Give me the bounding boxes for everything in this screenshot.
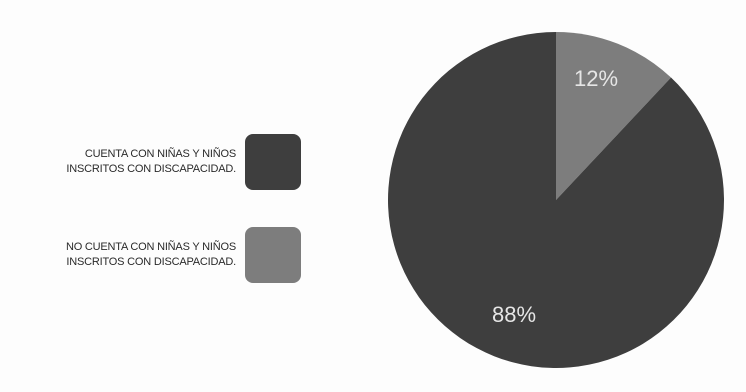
- legend-item-cuenta: CUENTA CON NIÑAS Y NIÑOS INSCRITOS CON D…: [0, 134, 301, 190]
- pie-slice-cuenta: [387, 32, 724, 368]
- slice-label-no-cuenta: 12%: [574, 66, 618, 91]
- legend-label-cuenta: CUENTA CON NIÑAS Y NIÑOS INSCRITOS CON D…: [66, 148, 236, 175]
- legend-label-no-cuenta: NO CUENTA CON NIÑAS Y NIÑOS INSCRITOS CO…: [65, 241, 236, 268]
- legend-swatch-no-cuenta: [245, 227, 301, 283]
- pie-slice-no-cuenta: [556, 32, 672, 200]
- legend-swatch-cuenta: [245, 134, 301, 190]
- slice-label-cuenta: 88%: [492, 302, 536, 327]
- legend-item-no-cuenta: NO CUENTA CON NIÑAS Y NIÑOS INSCRITOS CO…: [0, 227, 301, 283]
